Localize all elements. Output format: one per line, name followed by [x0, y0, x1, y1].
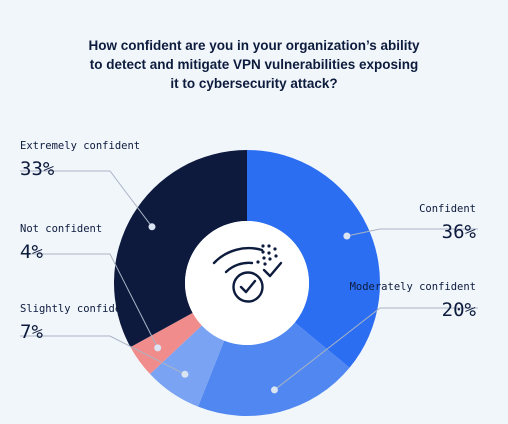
slice-name: Confident — [419, 203, 476, 215]
donut-hole — [185, 221, 309, 345]
slice-moderately-confident — [198, 322, 350, 416]
slice-slightly-confident — [150, 325, 225, 407]
chart-title: How confident are you in your organizati… — [60, 36, 448, 93]
leader-lines — [20, 170, 478, 394]
title-line-1: How confident are you in your organizati… — [88, 38, 420, 53]
slice-marker-extremely-confident — [148, 223, 156, 231]
slice-percentage: 33% — [20, 158, 55, 180]
slice-marker-not-confident — [154, 344, 162, 352]
slice-name: Extremely confident — [20, 140, 141, 152]
slice-percentage: 36% — [441, 221, 476, 243]
slice-percentage: 7% — [20, 321, 43, 343]
slice-percentage: 20% — [441, 299, 476, 321]
slice-extremely-confident — [113, 150, 247, 348]
label-not-confident: Not confident 4% — [20, 222, 102, 264]
leader-line-extremely-confident — [20, 170, 153, 228]
label-slightly-confident: Slightly confident 7% — [20, 302, 134, 344]
shield-check-wifi-icon — [212, 244, 283, 303]
slice-name: Not confident — [20, 223, 103, 235]
slice-marker-confident — [343, 232, 351, 240]
title-line-2: to detect and mitigate VPN vulnerabiliti… — [89, 57, 419, 72]
title-line-3: it to cybersecurity attack? — [170, 76, 338, 91]
donut-slices — [113, 150, 381, 416]
leader-line-confident — [346, 228, 478, 237]
label-confident: Confident 36% — [419, 202, 476, 244]
slice-not-confident — [130, 312, 202, 375]
slice-marker-moderately-confident — [270, 386, 278, 394]
label-moderately-confident: Moderately confident 20% — [350, 280, 476, 322]
slice-name: Moderately confident — [349, 281, 476, 293]
leader-line-moderately-confident — [274, 307, 478, 391]
slice-marker-slightly-confident — [181, 370, 189, 378]
slice-percentage: 4% — [20, 241, 43, 263]
leader-line-slightly-confident — [20, 335, 186, 375]
slice-confident — [247, 150, 381, 368]
leader-line-not-confident — [20, 253, 159, 349]
label-extremely-confident: Extremely confident 33% — [20, 139, 140, 181]
slice-name: Slightly confident — [20, 303, 134, 315]
